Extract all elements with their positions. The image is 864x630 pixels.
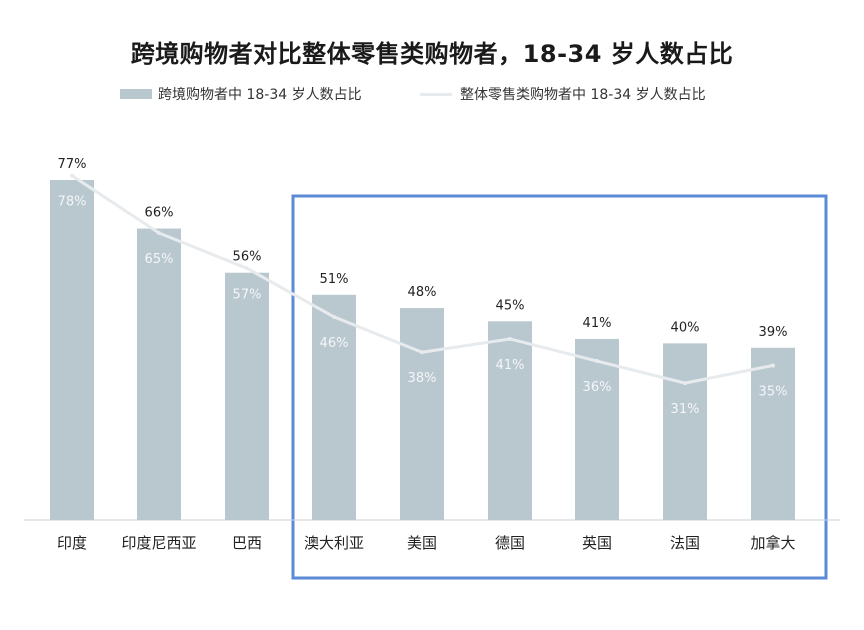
bar-value-label: 48% [408,285,437,300]
legend-swatch-line [420,92,452,96]
line-point-8 [771,363,775,368]
line-point-6 [595,359,599,364]
bar-value-label: 56% [233,250,262,265]
bar-5 [488,321,532,520]
bar-6 [575,338,619,520]
line-value-label: 35% [759,384,788,399]
highlight-box [291,194,828,580]
legend-label-bar: 跨境购物者中 18-34 岁人数占比 [158,87,362,103]
line-value-label: 31% [671,402,700,417]
category-label: 美国 [407,534,437,552]
bar-0 [50,180,94,520]
category-label: 印度尼西亚 [121,534,196,552]
legend: 跨境购物者中 18-34 岁人数占比 整体零售类购物者中 18-34 岁人数占比 [0,84,864,108]
category-label: 巴西 [232,534,262,552]
bar-8 [751,347,795,520]
bar-1 [137,228,181,521]
legend-item-line: 整体零售类购物者中 18-34 岁人数占比 [420,84,706,104]
category-label: 德国 [495,534,525,552]
bar-value-label: 40% [671,320,700,335]
bar-value-label: 39% [759,325,788,340]
legend-swatch-bar [120,89,152,99]
line-value-label: 78% [58,195,87,210]
line-point-1 [157,230,161,235]
line-value-label: 57% [233,287,262,302]
bar-7 [663,343,707,520]
category-label: 印度 [57,534,87,552]
bar-value-label: 51% [320,272,349,287]
line-point-2 [245,266,249,271]
bar-value-label: 66% [145,206,174,221]
bar-3 [312,294,356,520]
category-label: 英国 [582,534,612,552]
line-point-3 [332,314,336,319]
category-label: 法国 [670,534,700,552]
legend-item-bar: 跨境购物者中 18-34 岁人数占比 [120,84,362,104]
line-value-label: 46% [320,336,349,351]
category-label: 加拿大 [750,534,795,552]
bar-value-label: 77% [58,157,87,172]
line-value-label: 41% [496,358,525,373]
line-point-5 [508,336,512,341]
line-point-0 [70,173,74,178]
line-point-7 [683,381,687,386]
line-value-label: 65% [145,252,174,267]
line-value-label: 38% [408,371,437,386]
bar-value-label: 45% [496,298,525,313]
line-value-label: 36% [583,380,612,395]
line-point-4 [420,350,424,355]
chart-title: 跨境购物者对比整体零售类购物者，18-34 岁人数占比 [130,40,734,68]
bar-value-label: 41% [583,316,612,331]
bar-4 [400,308,444,520]
bar-2 [225,272,269,520]
legend-label-line: 整体零售类购物者中 18-34 岁人数占比 [460,87,706,103]
category-label: 澳大利亚 [304,534,364,552]
